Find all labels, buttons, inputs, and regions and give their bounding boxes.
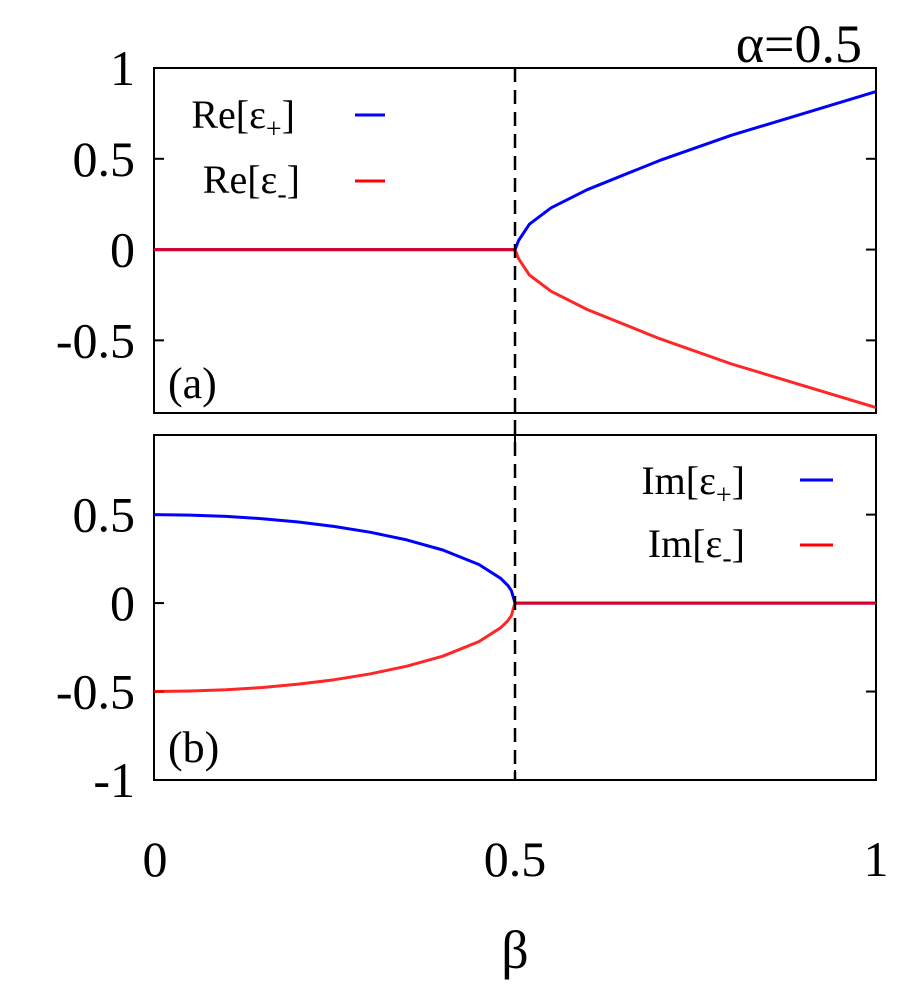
y-tick-label-0: 1 [110, 40, 135, 96]
x-axis-label: β [501, 920, 528, 980]
panel-a: (a) 1 0.5 0 -0.5 [56, 40, 877, 414]
legend-a-entry-1: Re[ε-] [203, 157, 300, 210]
y-tick-label-3: -0.5 [56, 312, 135, 368]
series-line-0-1 [154, 248, 877, 410]
y-tick-label-1: 0.5 [73, 131, 136, 187]
y-tick-label-3: -1 [93, 752, 135, 808]
x-tick-label-0: 0 [143, 831, 168, 887]
legend-b-entry-0: Im[ε+] [641, 458, 745, 511]
legend-b: Im[ε+] Im[ε-] [641, 458, 833, 574]
y-tick-label-1: 0 [110, 575, 135, 631]
x-tick-label-1: 0.5 [484, 831, 547, 887]
x-tick-label-2: 1 [864, 831, 889, 887]
panel-a-label: (a) [168, 359, 217, 408]
y-tick-label-2: -0.5 [56, 664, 135, 720]
y-tick-label-0: 0.5 [73, 487, 136, 543]
legend-a: Re[ε+] Re[ε-] [191, 92, 385, 210]
series-line-1-1 [153, 601, 876, 693]
y-tick-label-2: 0 [110, 222, 135, 278]
legend-a-entry-0: Re[ε+] [191, 92, 295, 145]
panel-b-label: (b) [168, 723, 219, 772]
figure-title: α=0.5 [736, 14, 862, 74]
panel-b: (b) 0.5 0 -0.5 -1 [56, 434, 877, 808]
legend-b-entry-1: Im[ε-] [648, 521, 745, 574]
